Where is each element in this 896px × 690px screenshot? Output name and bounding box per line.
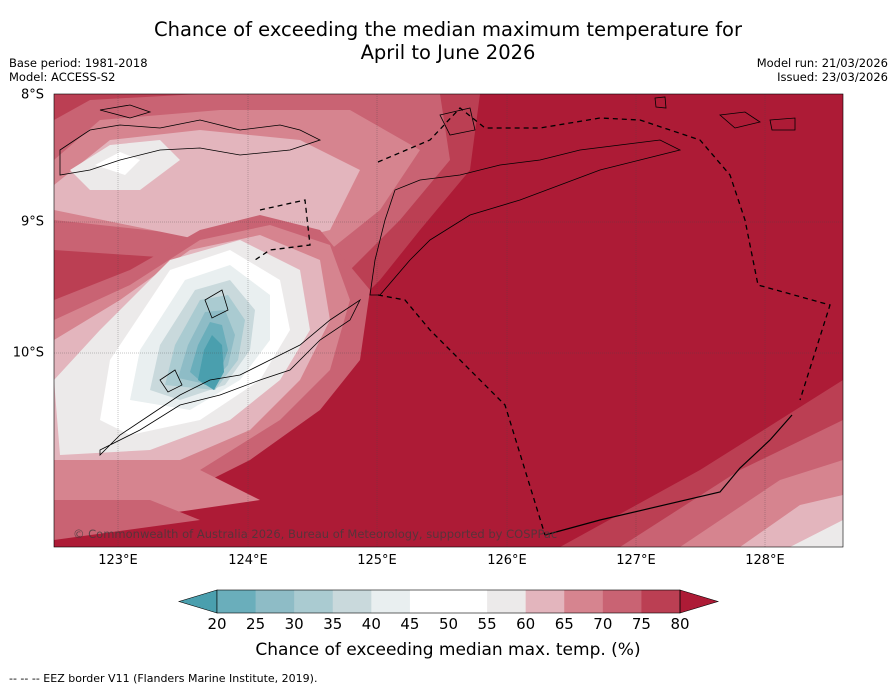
colorbar-tick-label: 50 — [438, 615, 459, 633]
colorbar-extend-high — [679, 589, 720, 614]
copyright-notice: © Commonwealth of Australia 2026, Bureau… — [73, 527, 558, 541]
lon-label-124e: 124°E — [228, 553, 268, 568]
colorbar-tick-label: 40 — [361, 615, 381, 633]
colorbar-segment — [487, 590, 527, 613]
colorbar-tick-label: 20 — [207, 615, 227, 633]
maritime-boundary — [544, 414, 793, 536]
lat-label-9s: 9°S — [20, 214, 44, 230]
colorbar-tick-label: 65 — [554, 615, 574, 633]
model-name: Model: ACCESS-S2 — [9, 70, 116, 84]
title-line-1: Chance of exceeding the median maximum t… — [153, 18, 743, 41]
colorbar — [177, 589, 720, 614]
colorbar-segment — [371, 590, 411, 613]
colorbar-tick-label: 30 — [284, 615, 304, 633]
issued-date: Issued: 23/03/2026 — [777, 70, 888, 84]
colorbar-tick-label: 45 — [400, 615, 420, 633]
colorbar-segment — [255, 590, 295, 613]
lon-label-126e: 126°E — [487, 553, 527, 568]
colorbar-segment — [217, 590, 257, 613]
colorbar-segment — [409, 590, 449, 613]
colorbar-tick-label: 60 — [516, 615, 536, 633]
colorbar-segment — [332, 590, 372, 613]
colorbar-tick-label: 75 — [631, 615, 651, 633]
lon-label-128e: 128°E — [745, 553, 785, 568]
colorbar-tick-label: 35 — [323, 615, 343, 633]
map-frame — [53, 93, 844, 548]
colorbar-segment — [294, 590, 334, 613]
meta-left: Base period: 1981-2018 Model: ACCESS-S2 — [9, 56, 148, 84]
colorbar-segment — [564, 590, 604, 613]
coastlines — [59, 96, 796, 456]
map-title: Chance of exceeding the median maximum t… — [0, 18, 896, 64]
title-line-2: April to June 2026 — [360, 41, 536, 64]
colorbar-label: Chance of exceeding median max. temp. (%… — [255, 640, 641, 660]
meta-right: Model run: 21/03/2026 Issued: 23/03/2026 — [757, 56, 888, 84]
lat-label-10s: 10°S — [12, 345, 44, 361]
lon-label-125e: 125°E — [357, 553, 397, 568]
colorbar-segment — [641, 590, 681, 613]
colorbar-segment — [448, 590, 488, 613]
model-run: Model run: 21/03/2026 — [756, 56, 888, 70]
colorbar-tick-label: 55 — [477, 615, 497, 633]
colorbar-tick-label: 70 — [593, 615, 613, 633]
lon-label-123e: 123°E — [98, 553, 138, 568]
colorbar-extend-low — [177, 589, 218, 614]
eez-footnote: -- -- -- EEZ border V11 (Flanders Marine… — [9, 672, 318, 685]
colorbar-tick-label: 80 — [670, 615, 690, 633]
colorbar-tick-label: 25 — [246, 615, 266, 633]
eez-border — [254, 107, 831, 536]
colorbar-segment — [602, 590, 642, 613]
lat-label-8s: 8°S — [20, 87, 44, 103]
map-field — [54, 94, 843, 547]
lon-label-127e: 127°E — [616, 553, 656, 568]
gridlines — [54, 94, 843, 547]
base-period: Base period: 1981-2018 — [9, 56, 148, 70]
colorbar-frame — [216, 589, 681, 614]
colorbar-segment — [525, 590, 565, 613]
